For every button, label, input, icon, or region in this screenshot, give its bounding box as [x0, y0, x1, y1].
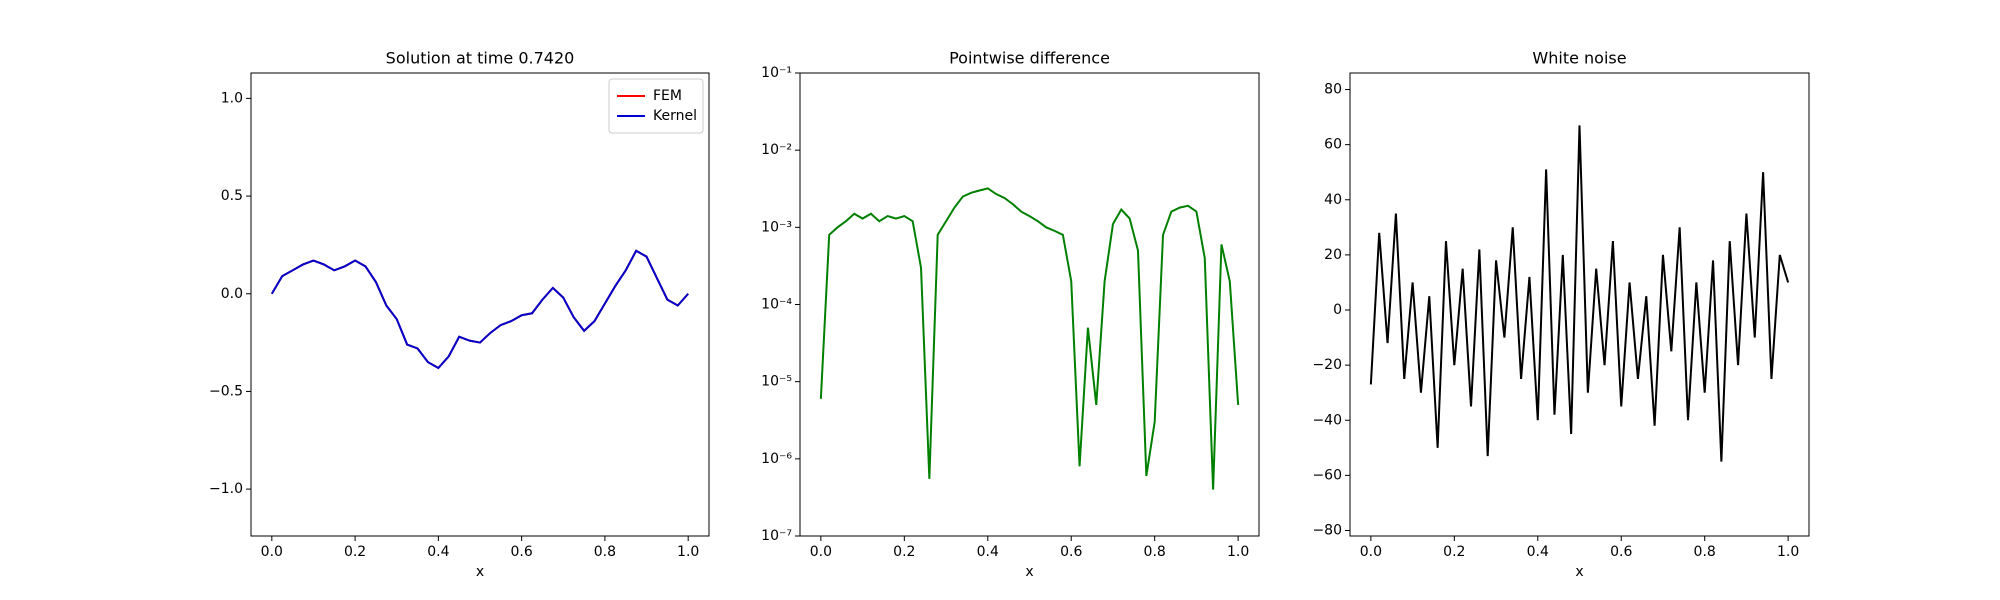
- x-axis-label: x: [476, 564, 484, 580]
- x-tick-label: 0.4: [977, 544, 999, 560]
- y-tick-label: 10⁻⁶: [761, 451, 792, 467]
- x-tick-label: 0.6: [1060, 544, 1082, 560]
- y-tick-label: −20: [1312, 357, 1342, 373]
- y-tick-label: 10⁻⁷: [761, 528, 792, 544]
- x-tick-label: 1.0: [1227, 544, 1249, 560]
- x-tick-label: 0.6: [511, 544, 533, 560]
- plot-frame: [799, 72, 1260, 537]
- y-tick-label: 10⁻²: [761, 142, 792, 158]
- x-tick-label: 0.4: [1527, 544, 1549, 560]
- y-tick-label: 40: [1324, 192, 1342, 208]
- chart-title: White noise: [1532, 49, 1626, 68]
- x-tick-label: 0.0: [810, 544, 832, 560]
- x-tick-label: 0.4: [427, 544, 449, 560]
- chart-title: Pointwise difference: [949, 49, 1110, 68]
- y-tick-label: 0.5: [221, 188, 243, 204]
- x-tick-label: 0.8: [1694, 544, 1716, 560]
- y-tick-label: 10⁻³: [761, 219, 792, 235]
- x-tick-label: 0.8: [594, 544, 616, 560]
- legend-label: FEM: [653, 88, 682, 104]
- x-tick-label: 0.6: [1610, 544, 1632, 560]
- x-tick-label: 0.2: [1443, 544, 1465, 560]
- legend-label: Kernel: [653, 108, 697, 124]
- x-tick-label: 0.8: [1144, 544, 1166, 560]
- data-line: [1369, 125, 1790, 462]
- y-tick-label: 0: [1333, 302, 1342, 318]
- x-tick-label: 0.2: [893, 544, 915, 560]
- y-tick-label: −60: [1312, 467, 1342, 483]
- y-tick-label: 1.0: [221, 90, 243, 106]
- x-axis-label: x: [1025, 564, 1033, 580]
- y-tick-label: 0.0: [221, 286, 243, 302]
- x-tick-label: 1.0: [1777, 544, 1799, 560]
- plot-frame: [250, 72, 710, 537]
- x-tick-label: 0.0: [261, 544, 283, 560]
- y-tick-label: 10⁻¹: [761, 65, 792, 81]
- data-line: [819, 187, 1240, 490]
- x-tick-label: 0.0: [1360, 544, 1382, 560]
- y-tick-label: −1.0: [209, 481, 243, 497]
- data-line: [270, 249, 689, 370]
- x-axis-label: x: [1575, 564, 1583, 580]
- y-tick-label: −0.5: [209, 383, 243, 399]
- y-tick-label: 60: [1324, 137, 1342, 153]
- y-tick-label: 80: [1324, 82, 1342, 98]
- plot-frame: [1349, 72, 1810, 537]
- chart-title: Solution at time 0.7420: [386, 49, 575, 68]
- x-tick-label: 1.0: [677, 544, 699, 560]
- y-tick-label: −40: [1312, 412, 1342, 428]
- x-tick-label: 0.2: [344, 544, 366, 560]
- y-tick-label: 10⁻⁴: [761, 297, 792, 313]
- y-tick-label: 10⁻⁵: [761, 374, 792, 390]
- y-tick-label: −80: [1312, 522, 1342, 538]
- legend-box: [608, 78, 704, 134]
- y-tick-label: 20: [1324, 247, 1342, 263]
